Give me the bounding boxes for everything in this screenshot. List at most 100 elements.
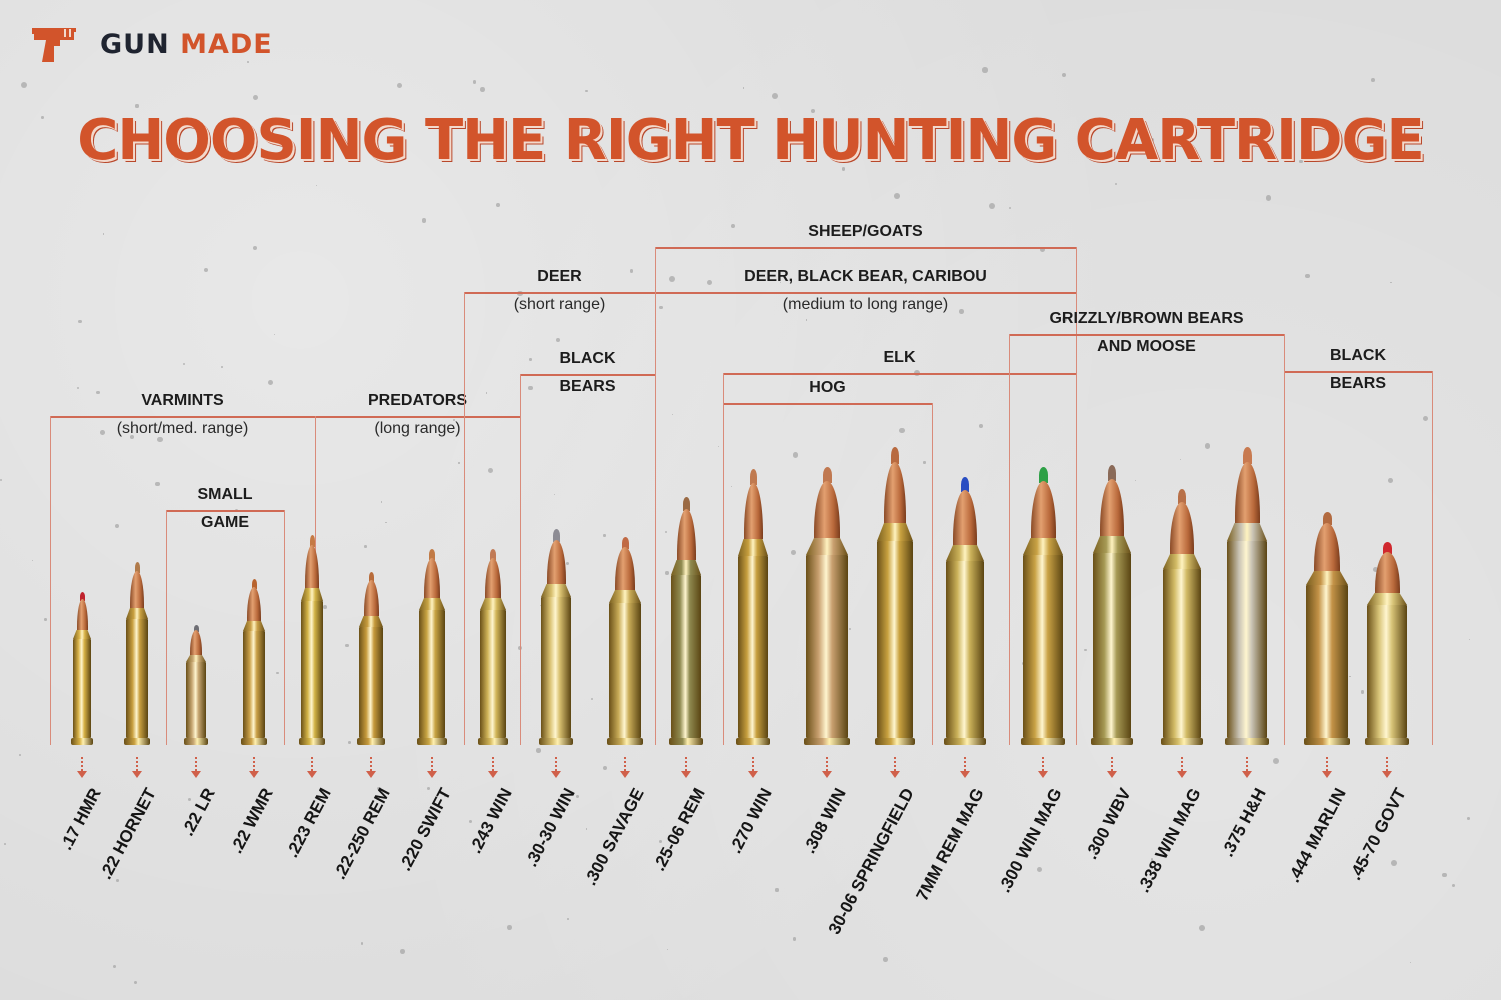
cartridge-case xyxy=(480,610,506,738)
speck xyxy=(129,435,134,440)
cartridge-case xyxy=(301,601,323,738)
case-shoulder xyxy=(126,608,148,619)
cartridge-label: .22 HORNET xyxy=(95,785,160,883)
page-title: CHOOSING THE RIGHT HUNTING CARTRIDGE xyxy=(77,108,1424,173)
speck xyxy=(4,842,7,845)
bracket-line xyxy=(50,416,315,418)
speck xyxy=(41,116,44,119)
speck xyxy=(805,319,807,321)
bracket-edge xyxy=(1076,373,1077,745)
arrow-down-icon xyxy=(1322,757,1332,779)
cartridge-case xyxy=(1367,605,1407,738)
speck xyxy=(1360,690,1364,694)
bullet-tip xyxy=(490,549,496,560)
speck xyxy=(1349,675,1351,678)
speck xyxy=(567,917,569,920)
bullet-tip xyxy=(1108,465,1116,481)
bullet xyxy=(546,540,566,584)
cartridge-case xyxy=(609,603,641,738)
bullet-tip xyxy=(368,572,374,582)
case-rim xyxy=(607,738,643,745)
speck xyxy=(276,671,279,675)
bullet xyxy=(1234,462,1260,523)
speck xyxy=(566,562,570,566)
arrow-down-icon xyxy=(1382,757,1392,779)
bracket-label: SMALL xyxy=(197,486,253,503)
arrow-down-icon xyxy=(551,757,561,779)
cartridge-case xyxy=(738,556,768,738)
bracket-line xyxy=(315,416,520,418)
cartridge-case xyxy=(1163,569,1201,738)
speck xyxy=(959,309,964,314)
bracket-line xyxy=(655,292,1076,294)
bracket-sublabel: (short/med. range) xyxy=(116,420,249,437)
speck xyxy=(1180,458,1182,460)
speck xyxy=(590,697,593,700)
bracket-line xyxy=(723,373,1076,375)
bracket-sublabel: (long range) xyxy=(374,420,461,437)
speck xyxy=(1390,281,1392,284)
bracket-edge xyxy=(520,374,521,745)
speck xyxy=(114,523,120,528)
brand-name-gun: GUN xyxy=(100,28,170,60)
case-shoulder xyxy=(1023,538,1063,555)
bullet xyxy=(743,483,763,539)
bracket-label: BLACK xyxy=(559,350,616,367)
speck xyxy=(1061,72,1066,77)
speck xyxy=(585,89,588,92)
case-rim xyxy=(669,738,703,745)
speck xyxy=(553,494,556,496)
bracket-line xyxy=(520,374,655,376)
bullet xyxy=(814,481,840,538)
speck xyxy=(1387,478,1393,484)
speck xyxy=(1115,182,1118,185)
speck xyxy=(899,427,905,434)
cartridge-label: .22 WMR xyxy=(226,785,277,857)
speck xyxy=(396,82,403,89)
case-shoulder xyxy=(73,630,91,639)
cartridge-case xyxy=(1227,541,1267,738)
speck xyxy=(492,154,495,157)
case-rim xyxy=(417,738,447,745)
speck xyxy=(979,424,983,428)
cartridge-label: .270 WIN xyxy=(725,785,776,857)
cartridge-case xyxy=(419,610,445,738)
cartridge-label: .300 WIN MAG xyxy=(994,785,1066,896)
speck xyxy=(603,765,607,770)
case-rim xyxy=(1225,738,1269,745)
case-rim xyxy=(1365,738,1409,745)
bullet xyxy=(363,580,379,616)
cartridge-case xyxy=(1093,553,1131,738)
speck xyxy=(1062,317,1068,322)
speck xyxy=(480,86,485,92)
arrow-down-icon xyxy=(307,757,317,779)
cartridge-case xyxy=(806,555,848,738)
speck xyxy=(1373,566,1378,572)
brand-logo[interactable]: GUN MADE xyxy=(30,24,273,64)
speck xyxy=(253,246,258,251)
cartridge-label: .338 WIN MAG xyxy=(1133,785,1205,896)
speck xyxy=(848,628,852,631)
case-shoulder xyxy=(609,590,641,603)
cartridge-case xyxy=(1306,585,1348,738)
speck xyxy=(44,618,47,621)
speck xyxy=(426,786,430,790)
bracket-edge xyxy=(1432,371,1433,745)
bullet xyxy=(130,571,144,608)
bracket-edge xyxy=(50,416,51,745)
speck xyxy=(529,358,532,361)
speck xyxy=(0,479,3,482)
speck xyxy=(485,392,487,394)
cartridge-label: .30-30 WIN xyxy=(521,785,579,870)
cartridge-image xyxy=(478,549,508,745)
case-rim xyxy=(1021,738,1065,745)
speck xyxy=(841,167,846,171)
speck xyxy=(1084,649,1087,652)
cartridge-label: .22 LR xyxy=(178,785,219,839)
speck xyxy=(659,305,663,309)
cartridge-label: .220 SWIFT xyxy=(395,785,455,874)
bracket-label: BLACK xyxy=(1330,347,1386,364)
arrow-down-icon xyxy=(1177,757,1187,779)
case-shoulder xyxy=(1367,593,1407,605)
bullet-tip xyxy=(309,535,315,547)
